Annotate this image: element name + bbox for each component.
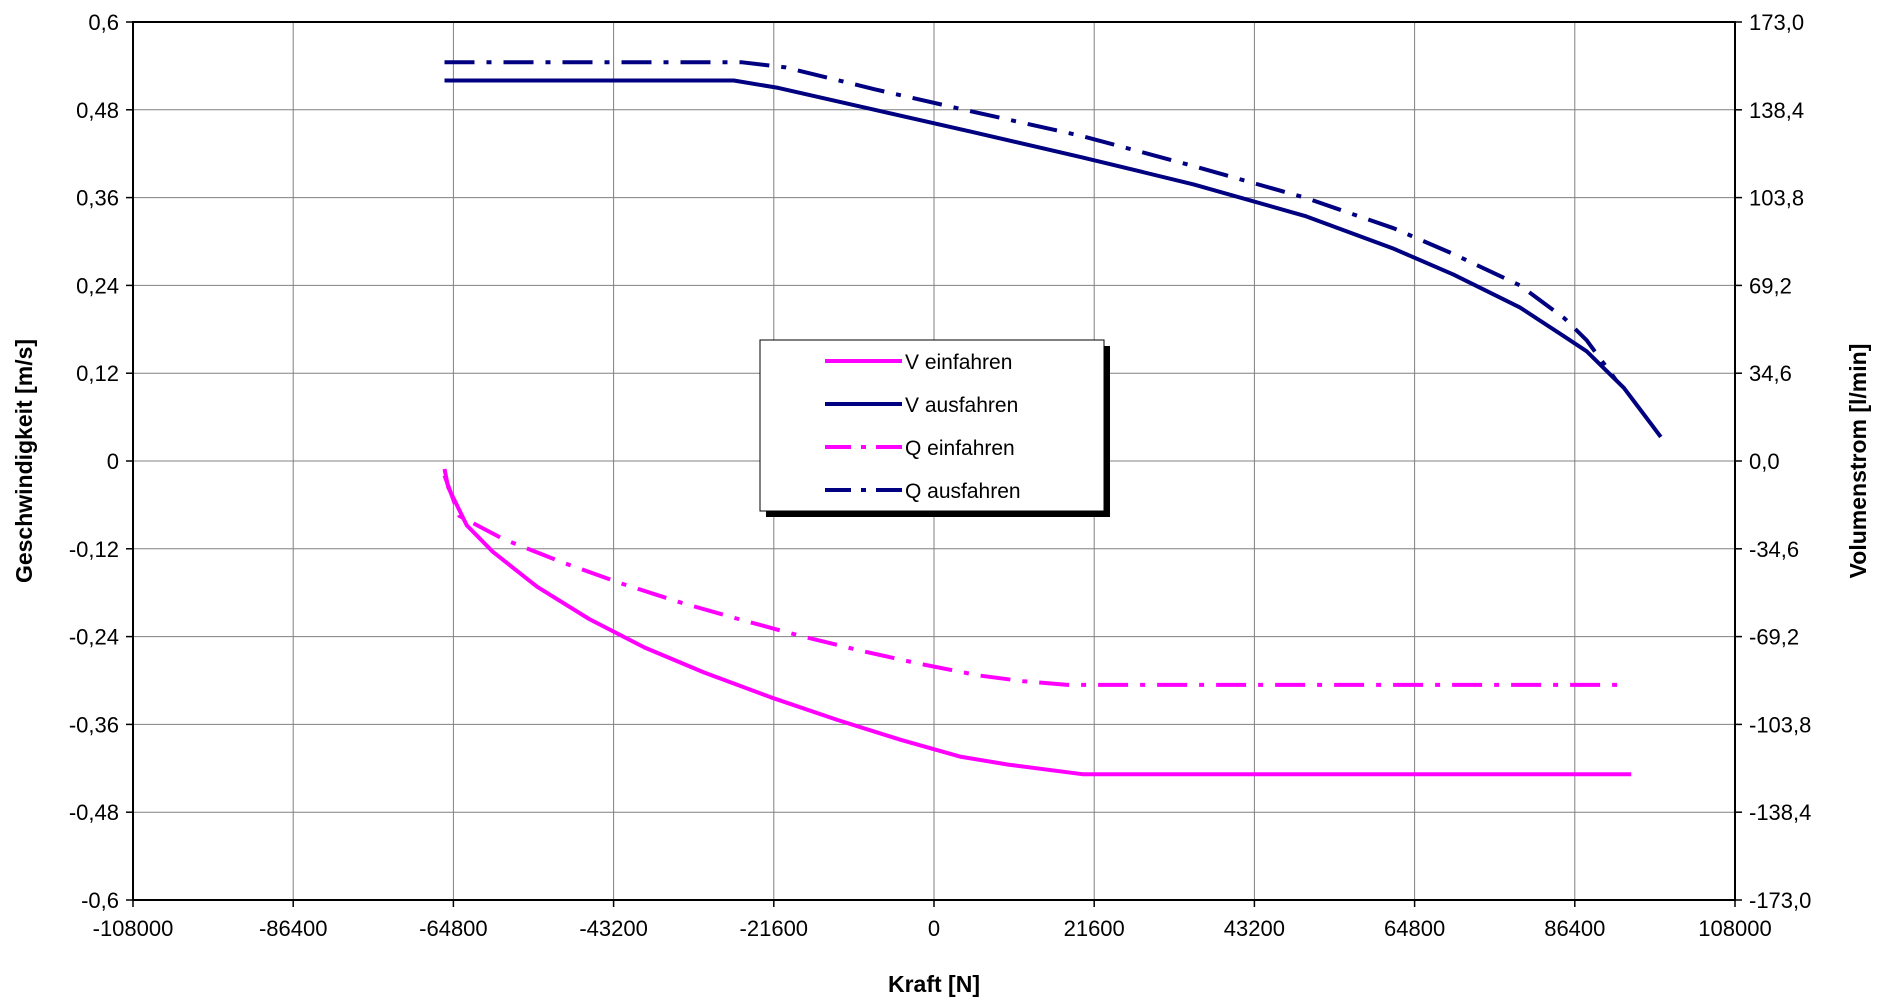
y-tick-label: -0,12 [69,537,119,562]
x-tick-label: -64800 [419,916,488,941]
legend-label: Q einfahren [905,437,1015,460]
x-tick-label: 64800 [1384,916,1445,941]
y2-tick-label: -69,2 [1749,625,1799,650]
x-axis-ticks: -108000 -86400 -64800 -43200 -21600 0 21600 432… [93,900,1772,941]
y-tick-label: 0,12 [76,361,119,386]
y-tick-label: -0,48 [69,800,119,825]
x-tick-label: 43200 [1224,916,1285,941]
y-axis-title: Geschwindigkeit [m/s] [11,339,37,583]
y-tick-label: -0,36 [69,712,119,737]
y-tick-label: -0,6 [81,888,119,913]
x-axis-title: Kraft [N] [888,971,980,997]
y2-tick-label: 103,8 [1749,186,1804,211]
y2-tick-label: -173,0 [1749,888,1811,913]
legend-box [759,339,1105,512]
y2-tick-label: 173,0 [1749,10,1804,35]
x-tick-label: -43200 [579,916,648,941]
legend-label: V ausfahren [905,394,1018,417]
y2-tick-label: -34,6 [1749,537,1799,562]
y2-tick-label: -103,8 [1749,712,1811,737]
y2-tick-label: 69,2 [1749,273,1792,298]
y-tick-label: 0,48 [76,98,119,123]
x-tick-label: 86400 [1544,916,1605,941]
legend-label: Q ausfahren [905,480,1021,503]
x-tick-label: 108000 [1698,916,1771,941]
y2-tick-label: 0,0 [1749,449,1780,474]
legend: V einfahren V ausfahren Q einfahren Q ausfa… [759,339,1110,517]
x-tick-label: 21600 [1064,916,1125,941]
legend-label: V einfahren [905,351,1012,374]
y-tick-label: -0,24 [69,625,119,650]
y-axis-ticks: 0,6 0,48 0,36 0,24 0,12 0 -0,12 -0,24 -0,36 -0,48… [69,10,133,913]
x-tick-label: 0 [928,916,940,941]
y-tick-label: 0 [107,449,119,474]
y2-tick-label: 34,6 [1749,361,1792,386]
y2-tick-label: 138,4 [1749,98,1804,123]
x-tick-label: -86400 [259,916,328,941]
x-tick-label: -108000 [93,916,174,941]
y-tick-label: 0,24 [76,273,119,298]
series-line-q-ausfahren [444,60,1618,382]
y-tick-label: 0,6 [88,10,119,35]
series-line-q-einfahren [442,474,1624,687]
y2-axis-title: Volumenstrom [l/min] [1845,344,1871,579]
y2-tick-label: -138,4 [1749,800,1811,825]
y-tick-label: 0,36 [76,186,119,211]
legend-items: V einfahren V ausfahren Q einfahren Q ausfa… [825,351,1021,503]
series-line-v-einfahren [442,468,1632,777]
y2-axis-ticks: 173,0 138,4 103,8 69,2 34,6 0,0 -34,6 -69,2 -103… [1735,10,1811,913]
series-layer [442,60,1663,777]
x-tick-label: -21600 [740,916,809,941]
